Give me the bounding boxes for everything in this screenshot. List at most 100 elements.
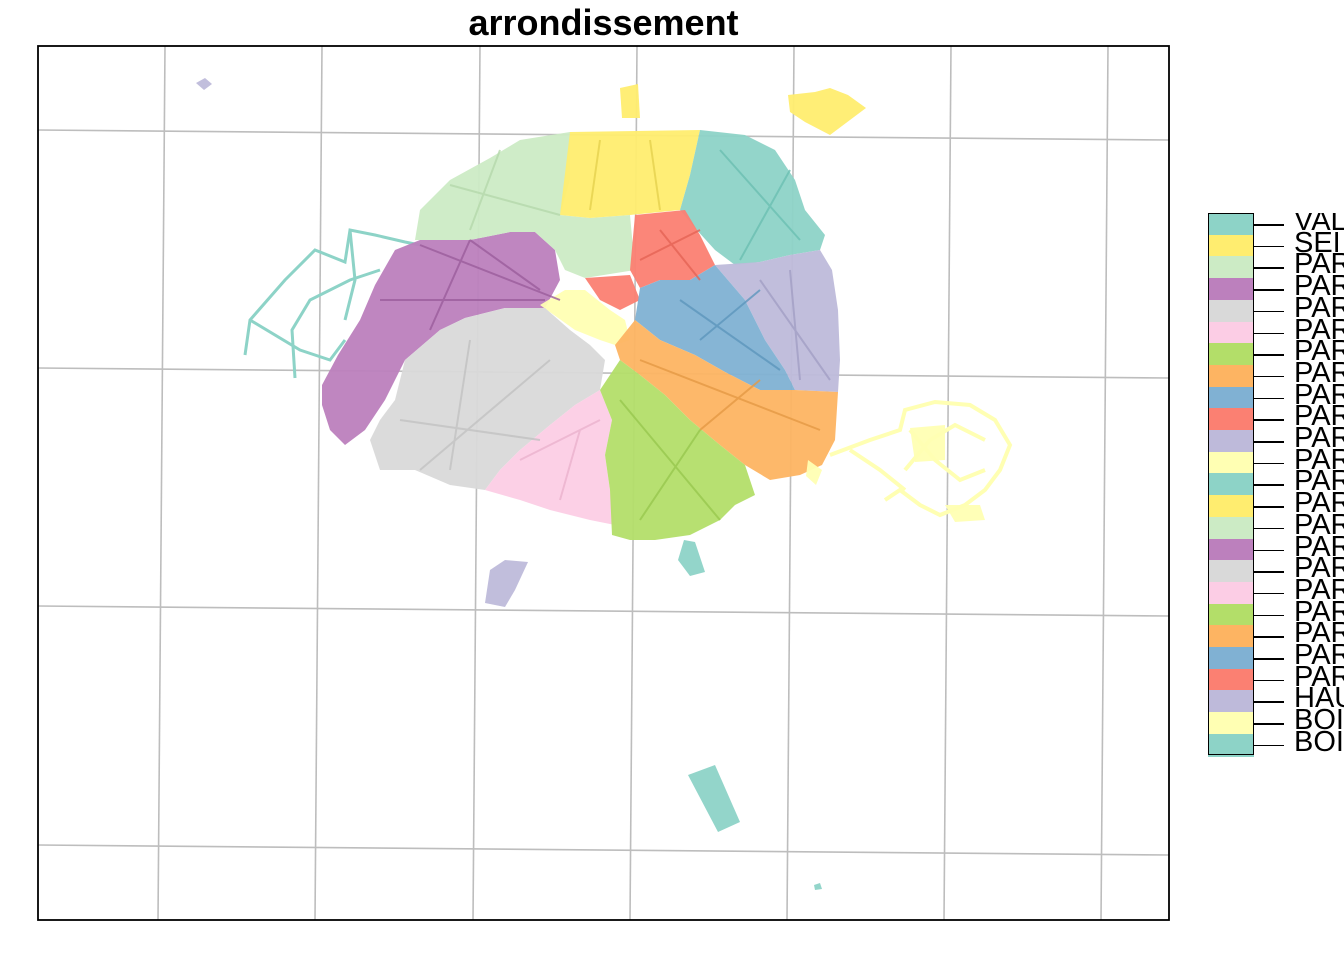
legend-label: PAR [1294, 443, 1344, 476]
region-south-green [600, 360, 755, 540]
legend-tick [1254, 267, 1284, 269]
legend-item: PAR [1208, 358, 1344, 388]
legend-label: PAR [1294, 378, 1344, 411]
legend-swatch [1208, 473, 1254, 497]
legend-swatch [1208, 538, 1254, 562]
region-sw-lavender [485, 560, 528, 607]
legend-label: PAR [1294, 552, 1344, 585]
legend-item: PAR [1208, 662, 1344, 692]
region-ne-yellow-park [788, 88, 866, 135]
legend-item: HAU [1208, 684, 1344, 714]
legend-tick [1254, 375, 1284, 378]
legend-item: SEI [1208, 228, 1344, 258]
legend-label: PAR [1294, 422, 1344, 454]
legend-tick [1254, 441, 1284, 443]
legend-swatch [1208, 430, 1254, 453]
legend-tick [1254, 419, 1284, 421]
legend-tick [1254, 484, 1284, 486]
legend-tick [1254, 723, 1284, 725]
legend-item: BOI [1208, 727, 1344, 757]
legend-swatch [1208, 603, 1254, 627]
legend-tick [1254, 462, 1284, 465]
legend-swatch [1208, 408, 1254, 432]
legend-swatch [1208, 712, 1254, 736]
region-north-yellow-tip [620, 84, 640, 118]
region-east-lavender [715, 250, 840, 392]
legend-tick [1254, 310, 1284, 313]
legend-item: PAR [1208, 597, 1344, 627]
region-small-nw [196, 78, 212, 90]
region-east-bois-tip [945, 505, 985, 522]
legend-tick [1254, 354, 1284, 356]
legend-item: PAR [1208, 445, 1344, 475]
legend-label: PAR [1294, 291, 1344, 324]
legend-swatch [1208, 647, 1254, 670]
legend-label: PAR [1294, 595, 1344, 628]
legend-swatch [1208, 213, 1254, 236]
region-east-bois-patch [910, 425, 945, 462]
region-south-teal-small [678, 540, 705, 576]
legend-label: PAR [1294, 573, 1344, 606]
street-texture [380, 139, 831, 521]
legend-item: PAR [1208, 250, 1344, 280]
legend-item: PAR [1208, 489, 1344, 519]
legend-label: PAR [1294, 660, 1344, 693]
region-center-red-small [585, 275, 640, 310]
legend-tick [1254, 397, 1284, 400]
legend-swatch [1208, 299, 1254, 323]
plot-frame [37, 45, 1170, 921]
legend-item: PAR [1208, 619, 1344, 649]
region-east-bois-small [806, 460, 822, 485]
legend-item: PAR [1208, 641, 1344, 670]
legend-label: BOI [1294, 725, 1344, 757]
region-sw-grey [370, 308, 605, 490]
legend-tick [1254, 224, 1284, 226]
region-south-pink [485, 390, 615, 525]
legend-swatch [1208, 733, 1254, 757]
legend-swatch [1208, 668, 1254, 692]
legend-item: PAR [1208, 532, 1344, 562]
legend-tick [1254, 658, 1284, 660]
legend-tick [1254, 701, 1284, 703]
legend-swatch [1208, 343, 1254, 367]
region-west-purple [322, 232, 560, 445]
legend-tick [1254, 744, 1284, 747]
legend-item: PAR [1208, 510, 1344, 540]
legend-tick [1254, 679, 1284, 682]
legend-swatch [1208, 495, 1254, 519]
legend-item: PAR [1208, 315, 1344, 345]
legend-swatch [1208, 690, 1254, 714]
legend-item: BOI [1208, 706, 1344, 736]
legend-item: PAR [1208, 272, 1344, 302]
legend-swatch [1208, 321, 1254, 345]
map-regions [196, 78, 1013, 890]
legend-tick [1254, 614, 1284, 617]
legend-tick [1254, 592, 1284, 595]
map-title: arrondissement [468, 2, 739, 43]
legend-swatch [1208, 560, 1254, 584]
legend-swatch [1208, 234, 1254, 258]
legend-item: PAR [1208, 424, 1344, 453]
legend-tick [1254, 332, 1284, 334]
legend-tick [1254, 571, 1284, 573]
legend-label: PAR [1294, 400, 1344, 433]
legend-label: PAR [1294, 487, 1344, 520]
legend-item: PAR [1208, 380, 1344, 410]
legend-tick [1254, 289, 1284, 291]
region-ne-teal [680, 130, 825, 265]
legend-label: PAR [1294, 465, 1344, 498]
legend-item: PAR [1208, 467, 1344, 497]
region-center-paleyellow [540, 290, 630, 345]
legend-tick [1254, 506, 1284, 508]
region-south-teal-block [688, 765, 740, 832]
legend-swatch [1208, 581, 1254, 605]
legend-label: PAR [1294, 356, 1344, 389]
legend-swatch [1208, 364, 1254, 388]
legend-label: PAR [1294, 530, 1344, 563]
legend-item: PAR [1208, 554, 1344, 584]
legend-label: PAR [1294, 313, 1344, 346]
legend-label: PAR [1294, 617, 1344, 650]
legend-swatch [1208, 386, 1254, 410]
legend-swatch [1208, 256, 1254, 280]
